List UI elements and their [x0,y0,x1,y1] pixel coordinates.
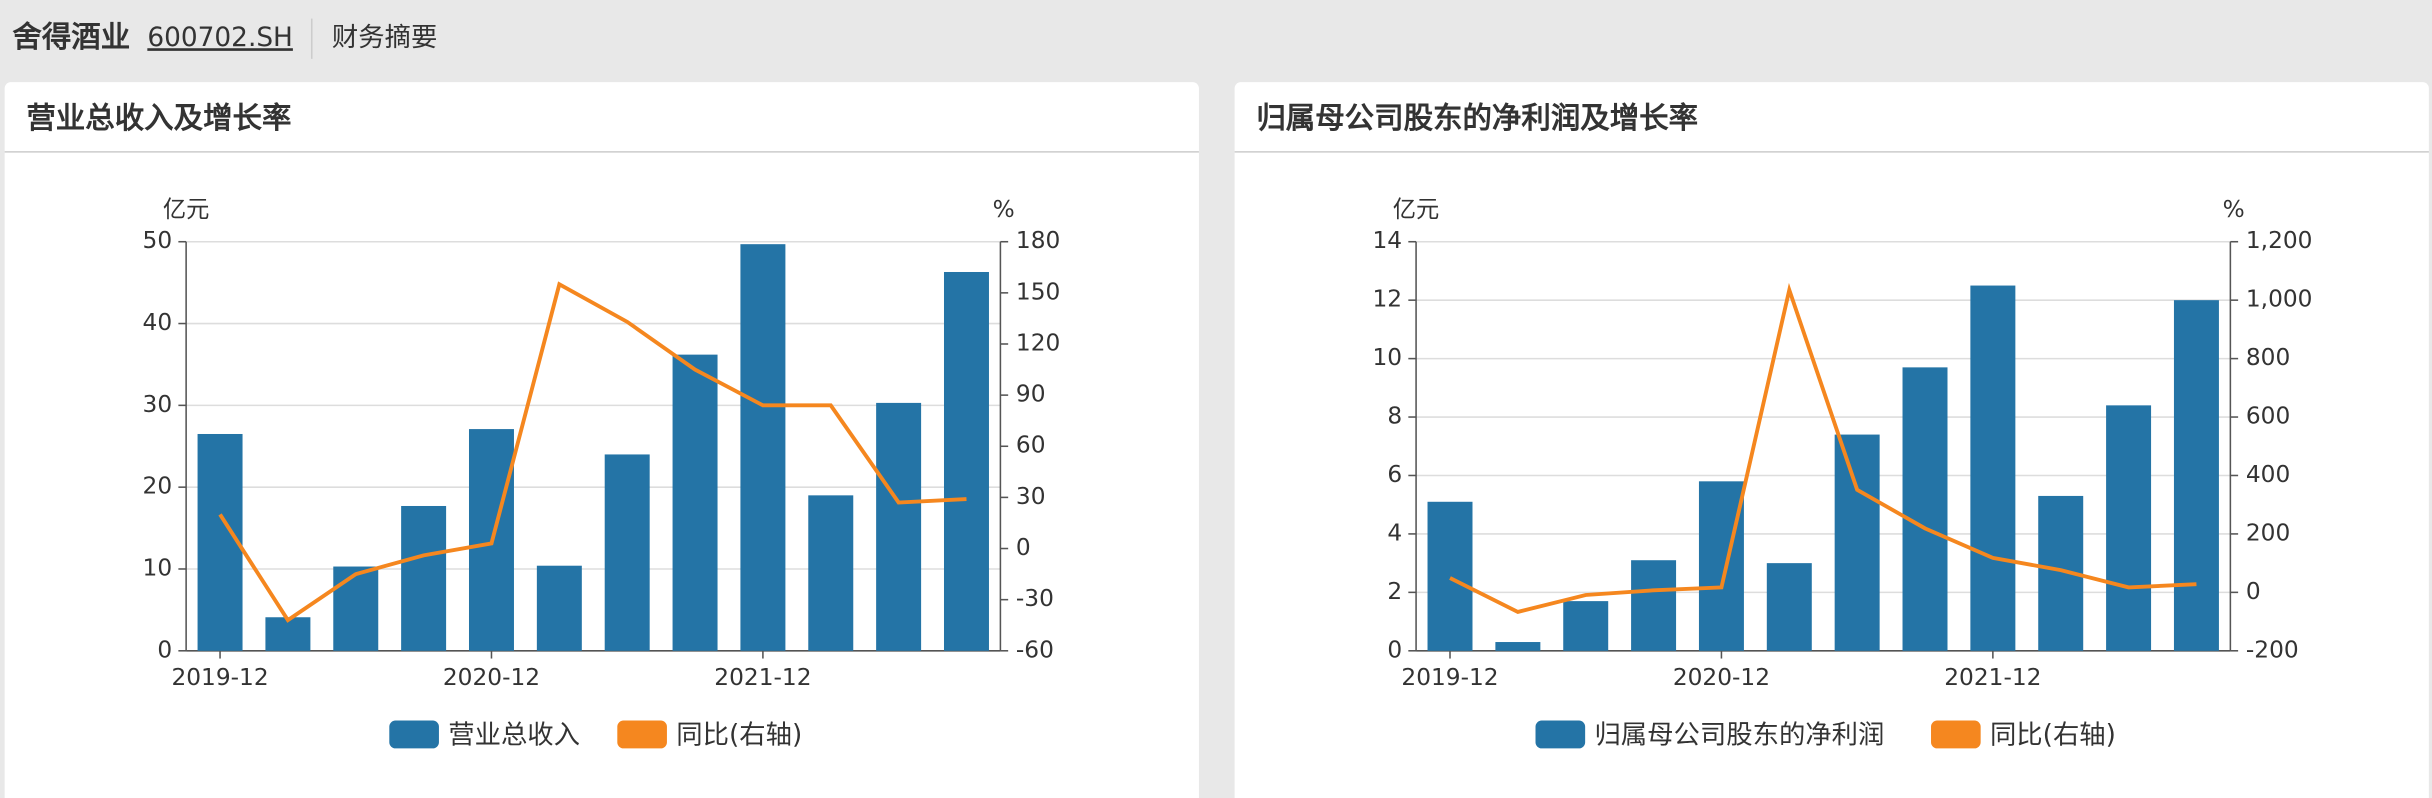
legend-label: 营业总收入 [448,721,580,751]
bar [1970,285,2016,651]
legend-swatch [389,720,439,749]
y-tick-label: 6 [1387,461,1402,488]
bar [943,271,989,651]
y2-tick-label: 600 [2246,403,2290,430]
legend-label: 归属母公司股东的净利润 [1594,721,1884,751]
bar [197,433,243,651]
y2-tick-label: 150 [1016,278,1060,305]
x-tick-label: 2020-12 [443,664,540,691]
bar [672,354,718,651]
bar [2173,300,2219,651]
y2-tick-label: -30 [1016,585,1054,612]
x-tick-label: 2020-12 [1673,664,1770,691]
legend-swatch [617,720,667,749]
bar [1766,563,1812,651]
bar [1698,481,1744,651]
bar [1631,560,1677,651]
section-title: 财务摘要 [332,23,437,53]
bar [876,402,922,651]
line-series [1449,282,2197,614]
bar [401,505,447,651]
y-axis-unit: 亿元 [163,196,210,223]
y2-tick-label: 800 [2246,344,2290,371]
stock-code[interactable]: 600702.SH [147,23,293,53]
bar [1563,601,1609,651]
y2-tick-label: 30 [1016,483,1046,510]
card-title: 营业总收入及增长率 [26,101,291,135]
legend-label: 同比(右轴) [676,721,802,751]
bar [536,565,582,651]
line-series [218,281,967,623]
y-tick-label: 12 [1373,286,1403,313]
y-tick-label: 40 [143,309,173,336]
y-tick-label: 4 [1387,519,1402,546]
y2-tick-label: 200 [2246,519,2290,546]
y-tick-label: 2 [1387,578,1402,605]
x-tick-label: 2019-12 [171,664,268,691]
y-axis-unit: 亿元 [1393,196,1440,223]
y2-axis-unit: % [2223,196,2245,223]
stock-name: 舍得酒业 [12,20,130,54]
y-tick-label: 10 [143,554,173,581]
x-tick-label: 2021-12 [714,664,811,691]
y2-axis-unit: % [993,196,1015,223]
y2-tick-label: -60 [1016,636,1054,663]
x-tick-label: 2019-12 [1401,664,1498,691]
y-tick-label: 50 [143,227,173,254]
y2-tick-label: -200 [2246,636,2299,663]
legend-swatch [1931,720,1981,749]
y2-tick-label: 60 [1016,432,1046,459]
bar [333,566,379,651]
bar [1902,367,1948,651]
bar [604,454,650,651]
y2-tick-label: 400 [2246,461,2290,488]
y2-tick-label: 1,200 [2246,227,2313,254]
y-tick-label: 0 [1387,636,1402,663]
y-tick-label: 8 [1387,403,1402,430]
y2-tick-label: 0 [1016,534,1031,561]
bar [265,617,311,651]
legend-swatch [1535,720,1586,749]
y2-tick-label: 90 [1016,381,1046,408]
bar [1834,434,1880,651]
bar [808,495,854,651]
x-tick-label: 2021-12 [1944,664,2041,691]
bar [1495,642,1541,651]
y2-tick-label: 180 [1016,227,1060,254]
y-tick-label: 10 [1373,344,1403,371]
y-tick-label: 20 [143,473,173,500]
y2-tick-label: 0 [2246,578,2261,605]
card-title: 归属母公司股东的净利润及增长率 [1256,101,1698,135]
y-tick-label: 30 [143,391,173,418]
y2-tick-label: 1,000 [2246,286,2313,313]
legend-label: 同比(右轴) [1990,721,2116,751]
bar [740,244,786,651]
bar [1427,501,1473,651]
bar [2106,405,2152,651]
y2-tick-label: 120 [1016,329,1060,356]
y-tick-label: 0 [157,636,172,663]
y-tick-label: 14 [1373,227,1403,254]
